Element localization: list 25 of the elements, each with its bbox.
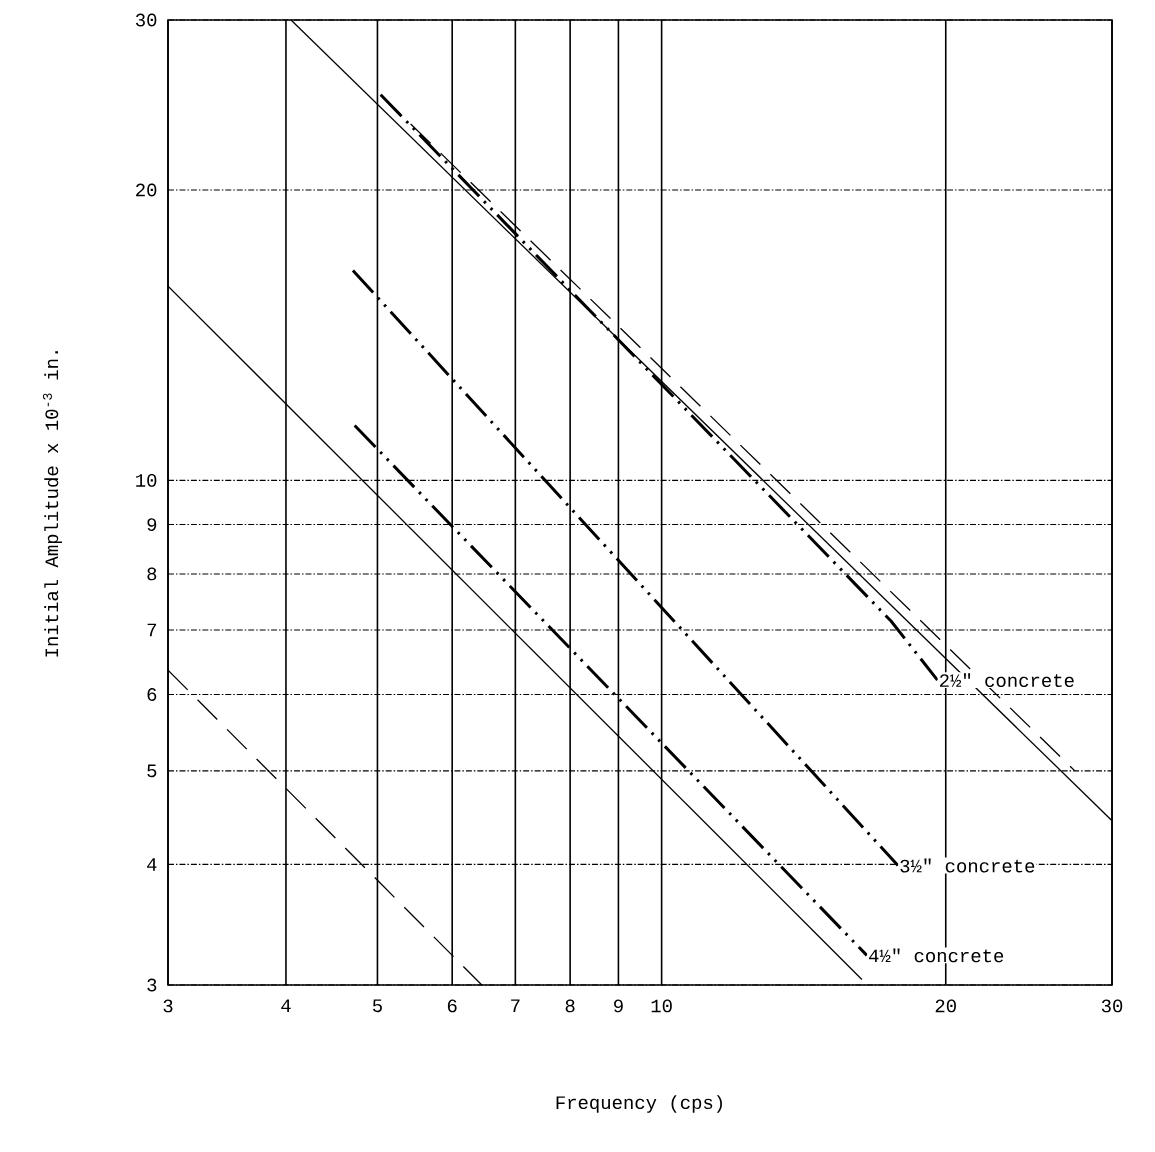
x-tick-label: 7 (511, 999, 520, 1012)
y-tick-label: 30 (135, 13, 157, 27)
x-tick-label: 10 (651, 999, 672, 1013)
y-tick-label: 8 (147, 567, 157, 581)
x-tick-label: 20 (935, 999, 956, 1013)
x-tick-label: 9 (614, 999, 623, 1013)
y-tick-label: 20 (136, 183, 157, 197)
x-tick-label: 30 (1101, 999, 1123, 1013)
series-label: 4½" concrete (869, 948, 1004, 963)
y-tick-label: 6 (147, 688, 157, 701)
x-tick-label: 5 (372, 999, 382, 1013)
x-axis-title: Frequency (cps) (556, 1095, 722, 1113)
y-tick-label: 3 (147, 978, 157, 992)
series-label: 2½" concrete (939, 673, 1074, 688)
y-tick-label: 10 (136, 473, 157, 487)
x-tick-label: 3 (163, 999, 173, 1013)
x-tick-label: 4 (281, 999, 291, 1012)
x-tick-label: 6 (447, 999, 457, 1013)
y-tick-label: 9 (147, 518, 157, 531)
y-tick-label: 5 (147, 764, 157, 778)
y-tick-label: 7 (147, 623, 157, 637)
y-axis-title: Initial Amplitude x 10$^{-3}$ in. (42, 351, 62, 657)
x-tick-label: 8 (565, 999, 575, 1013)
series-label: 3½" concrete (900, 858, 1035, 873)
y-tick-label: 4 (147, 858, 157, 871)
